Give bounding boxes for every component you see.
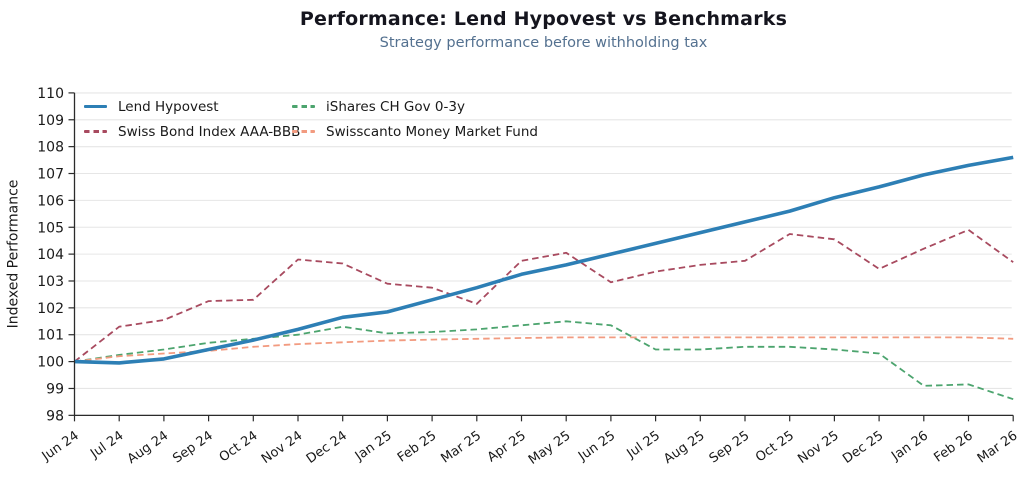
- x-tick-label: Aug 24: [125, 428, 171, 467]
- x-tick-label: Feb 26: [931, 428, 975, 465]
- y-tick-label: 103: [37, 274, 64, 290]
- x-tick-label: Jul 25: [624, 428, 663, 462]
- y-tick-label: 110: [37, 86, 64, 102]
- x-tick-label: Jan 26: [888, 428, 931, 464]
- x-tick-label: Feb 25: [395, 428, 439, 465]
- swisscanto-money-market-line-swatch: [292, 130, 315, 133]
- legend: Lend Hypovest Swiss Bond Index AAA-BBB i…: [84, 94, 538, 144]
- swiss-bond-index-line-swatch: [84, 130, 107, 133]
- x-tick-label: Jun 24: [39, 428, 82, 464]
- x-tick-label: Nov 24: [259, 428, 305, 467]
- x-tick-label: Dec 24: [304, 428, 350, 467]
- x-tick-label: Oct 25: [753, 428, 797, 465]
- x-tick-label: Jun 25: [575, 428, 618, 464]
- y-tick-label: 102: [37, 301, 64, 317]
- x-tick-label: Sep 25: [707, 428, 753, 466]
- legend-label-swiss-bond-index: Swiss Bond Index AAA-BBB: [118, 123, 301, 140]
- y-tick-label: 100: [37, 355, 64, 371]
- y-tick-label: 101: [37, 328, 64, 344]
- x-tick-label: Jul 24: [87, 428, 126, 462]
- y-tick-label: 108: [37, 140, 64, 156]
- x-tick-label: Sep 24: [170, 428, 216, 466]
- y-tick-label: 105: [37, 220, 64, 236]
- x-tick-label: Oct 24: [217, 428, 261, 465]
- x-tick-label: Mar 26: [975, 428, 1021, 466]
- y-tick-label: 106: [37, 193, 64, 209]
- x-tick-label: Apr 25: [485, 428, 529, 465]
- legend-item-swisscanto-money-market: Swisscanto Money Market Fund: [292, 124, 538, 140]
- x-tick-label: May 25: [526, 428, 574, 468]
- legend-item-swiss-bond-index: Swiss Bond Index AAA-BBB: [84, 124, 300, 140]
- x-tick-label: Nov 25: [795, 428, 841, 467]
- y-tick-label: 99: [46, 381, 64, 397]
- x-tick-label: Aug 25: [661, 428, 707, 467]
- ishares-ch-gov-line-swatch: [292, 105, 315, 108]
- chart-subtitle: Strategy performance before withholding …: [379, 35, 708, 51]
- y-tick-label: 109: [37, 113, 64, 129]
- series-lines: [73, 155, 1014, 401]
- legend-label-lend-hypovest: Lend Hypovest: [118, 98, 219, 115]
- chart-title: Performance: Lend Hypovest vs Benchmarks: [299, 8, 788, 30]
- legend-label-swisscanto-money-market: Swisscanto Money Market Fund: [326, 123, 538, 140]
- y-tick-label: 107: [37, 167, 64, 183]
- y-tick-label: 104: [37, 247, 64, 263]
- line-lend-hypovest: [74, 155, 1014, 365]
- x-tick-label: Dec 25: [840, 428, 886, 467]
- legend-item-lend-hypovest: Lend Hypovest: [84, 99, 292, 115]
- line-swiss-bond-index-aaa-bbb: [73, 228, 1014, 363]
- lend-hypovest-line-swatch: [84, 104, 107, 109]
- y-axis-ticks: 98 99 100 101 102 103 104 105 106 107 108 109 110: [37, 86, 75, 424]
- x-tick-label: Jan 25: [352, 428, 395, 464]
- line-swisscanto-money-market-fund: [74, 336, 1014, 363]
- y-tick-label: 98: [46, 408, 64, 424]
- x-tick-label: Mar 25: [438, 428, 484, 466]
- legend-item-ishares-ch-gov: iShares CH Gov 0-3y: [292, 99, 500, 115]
- line-ishares-ch-gov-0-3y: [74, 320, 1014, 401]
- legend-label-ishares-ch-gov: iShares CH Gov 0-3y: [326, 98, 465, 115]
